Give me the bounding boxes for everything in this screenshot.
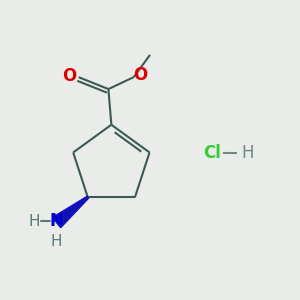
Text: H: H [242, 144, 254, 162]
Text: H: H [28, 214, 40, 229]
Text: O: O [133, 66, 147, 84]
Text: N: N [50, 212, 64, 230]
Text: Cl: Cl [203, 144, 221, 162]
Text: H: H [51, 234, 62, 249]
Polygon shape [52, 196, 88, 228]
Text: O: O [62, 67, 76, 85]
